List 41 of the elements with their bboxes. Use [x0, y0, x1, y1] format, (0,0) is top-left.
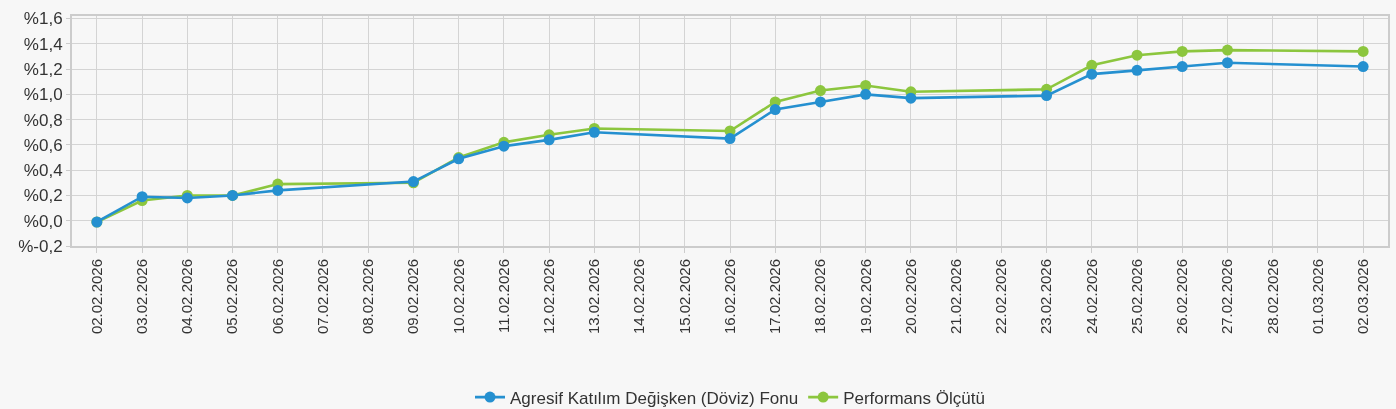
x-tick-label: 28.02.2026	[1263, 259, 1281, 335]
x-tick-label: 01.03.2026	[1308, 259, 1326, 335]
x-tick-label: 27.02.2026	[1218, 259, 1236, 335]
x-tick-label: 02.02.2026	[87, 259, 105, 335]
x-tick-label: 18.02.2026	[811, 259, 829, 335]
x-tick-label: 19.02.2026	[856, 259, 874, 335]
x-tick-label: 06.02.2026	[268, 259, 286, 335]
x-tick-label: 08.02.2026	[359, 259, 377, 335]
y-tick-label: %1,2	[23, 60, 63, 80]
y-tick-label: %0,2	[23, 186, 63, 206]
y-tick-label: %0,8	[23, 110, 63, 130]
x-tick-label: 11.02.2026	[494, 259, 512, 333]
y-tick-label: %0,4	[23, 161, 63, 181]
x-tick-label: 23.02.2026	[1037, 259, 1055, 335]
x-tick-label: 07.02.2026	[313, 259, 331, 335]
x-tick-label: 04.02.2026	[178, 259, 196, 335]
x-tick-label: 09.02.2026	[404, 259, 422, 335]
x-tick-label: 03.02.2026	[132, 259, 150, 335]
y-tick-label: %1,6	[23, 9, 63, 29]
x-tick-label: 22.02.2026	[992, 259, 1010, 335]
legend-label: Agresif Katılım Değişken (Döviz) Fonu	[510, 388, 799, 408]
x-tick-label: 25.02.2026	[1127, 259, 1145, 335]
y-tick-label: %-0,2	[18, 236, 63, 256]
x-tick-label: 13.02.2026	[585, 259, 603, 335]
x-tick-label: 05.02.2026	[223, 259, 241, 335]
x-tick-label: 26.02.2026	[1173, 259, 1191, 335]
x-tick-label: 12.02.2026	[539, 259, 557, 335]
y-tick-label: %0,0	[23, 211, 63, 231]
legend-label: Performans Ölçütü	[843, 388, 985, 408]
x-tick-label: 02.03.2026	[1354, 259, 1372, 335]
x-tick-label: 24.02.2026	[1082, 259, 1100, 335]
x-tick-label: 17.02.2026	[766, 259, 784, 335]
x-tick-label: 14.02.2026	[630, 259, 648, 335]
x-tick-label: 20.02.2026	[901, 259, 919, 335]
y-tick-label: %1,0	[23, 85, 63, 105]
x-tick-label: 16.02.2026	[720, 259, 738, 335]
y-tick-label: %1,4	[23, 34, 63, 54]
x-tick-label: 21.02.2026	[946, 259, 964, 335]
y-tick-label: %0,6	[23, 135, 63, 155]
x-tick-label: 15.02.2026	[675, 259, 693, 335]
x-tick-label: 10.02.2026	[449, 259, 467, 335]
